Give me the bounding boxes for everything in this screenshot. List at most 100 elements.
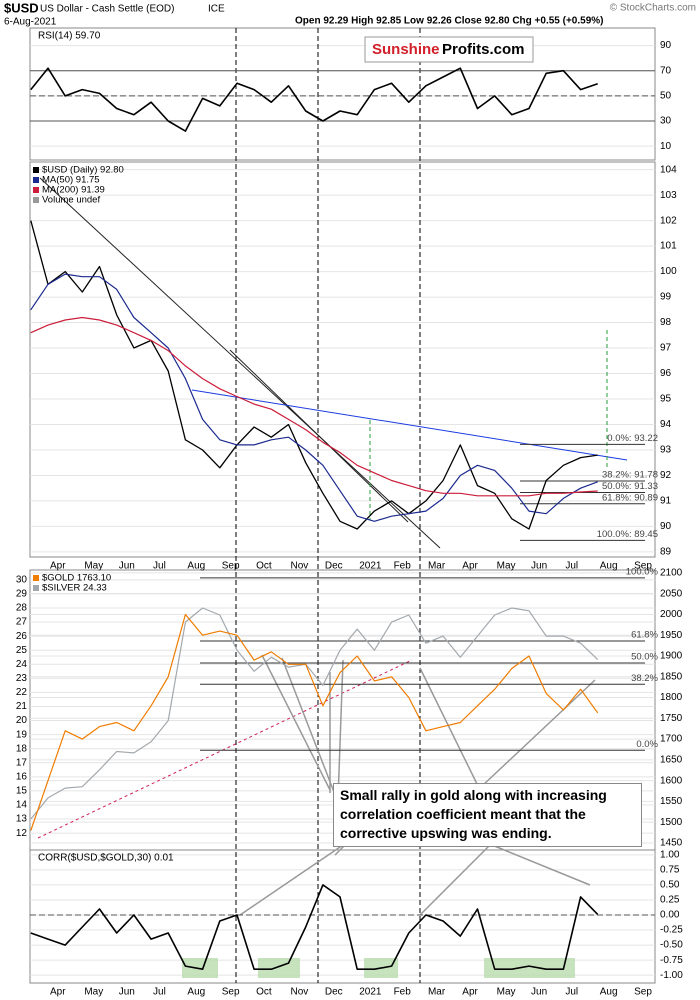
level-label: 50.0%: 91.33	[602, 481, 658, 492]
x-tick-label: Jun	[531, 987, 547, 998]
x-tick-label: Sep	[634, 561, 652, 572]
y-tick-label: 28	[16, 603, 28, 614]
x-tick-label: Oct	[256, 987, 272, 998]
x-tick-label: Mar	[428, 987, 446, 998]
y-tick-label: 1900	[660, 651, 683, 662]
x-tick-label: Jun	[119, 987, 135, 998]
y-tick-label: 22	[16, 687, 28, 698]
y-tick-label: 18	[16, 743, 28, 754]
level-label: 0.0%	[636, 739, 658, 750]
x-tick-label: May	[84, 987, 103, 998]
legend-label: MA(50) 91.75	[42, 175, 100, 186]
x-tick-label: Sep	[634, 987, 652, 998]
y-tick-label: 25	[16, 645, 28, 656]
y-tick-label: 26	[16, 631, 28, 642]
date: 6-Aug-2021	[4, 17, 57, 28]
x-tick-label: Aug	[187, 561, 205, 572]
legend-label: $GOLD 1763.10	[42, 573, 111, 584]
y-tick-label: 94	[660, 419, 672, 430]
x-tick-label: Jul	[565, 987, 578, 998]
level-label: 50.0%	[631, 652, 658, 663]
y-tick-label: 15	[16, 786, 28, 797]
y-tick-label: 102	[660, 215, 677, 226]
quote: Open 92.29 High 92.85 Low 92.26 Close 92…	[295, 16, 603, 27]
x-tick-label: May	[497, 561, 516, 572]
highlight	[258, 958, 300, 978]
x-tick-label: Nov	[291, 561, 309, 572]
y-tick-label: 12	[16, 828, 28, 839]
x-tick-label: Jul	[153, 987, 166, 998]
y-tick-label: 0.25	[660, 895, 680, 906]
y-tick-label: 13	[16, 814, 28, 825]
y-tick-label: 96	[660, 368, 672, 379]
y-tick-label: 90	[660, 521, 672, 532]
annotation: Small rally in gold along with increasin…	[333, 783, 642, 847]
y-tick-label: 97	[660, 343, 672, 354]
y-tick-label: 24	[16, 659, 28, 670]
y-tick-label: 1600	[660, 775, 683, 786]
x-tick-label: Oct	[256, 561, 272, 572]
x-tick-label: 2021	[359, 561, 382, 572]
y-tick-label: 90	[660, 40, 672, 51]
x-tick-label: 2021	[359, 987, 382, 998]
y-tick-label: 1700	[660, 734, 683, 745]
data-line	[30, 613, 599, 831]
legend-label: MA(200) 91.39	[42, 185, 105, 196]
level-label: 38.2%: 91.78	[602, 470, 658, 481]
y-tick-label: 17	[16, 757, 28, 768]
credit: © StockCharts.com	[610, 3, 696, 14]
x-tick-label: Dec	[325, 987, 343, 998]
data-line	[30, 316, 598, 497]
panel	[29, 161, 656, 558]
y-tick-label: 1500	[660, 817, 683, 828]
logo-box	[364, 36, 534, 63]
data-line	[30, 607, 599, 820]
y-tick-label: -0.25	[660, 925, 683, 936]
symbol: $USD	[4, 0, 39, 15]
y-tick-label: 10	[660, 141, 672, 152]
y-tick-label: 16	[16, 771, 28, 782]
callout-arrows	[239, 654, 596, 916]
x-tick-label: Aug	[600, 561, 618, 572]
y-tick-label: 1550	[660, 796, 683, 807]
y-tick-label: 0.00	[660, 910, 680, 921]
x-tick-label: Dec	[325, 561, 343, 572]
y-tick-label: 1750	[660, 713, 683, 724]
instrument-name: US Dollar - Cash Settle (EOD)	[40, 4, 174, 15]
y-tick-label: 1850	[660, 671, 683, 682]
y-tick-label: 103	[660, 190, 677, 201]
y-tick-label: 91	[660, 496, 672, 507]
x-tick-label: Apr	[50, 987, 66, 998]
exchange: ICE	[208, 4, 225, 15]
x-tick-label: Jun	[119, 561, 135, 572]
y-tick-label: 50	[660, 91, 672, 102]
legend-label: $USD (Daily) 92.80	[42, 165, 124, 176]
y-tick-label: 1950	[660, 630, 683, 641]
y-tick-label: 89	[660, 547, 672, 558]
y-tick-label: 20	[16, 715, 28, 726]
x-tick-label: Jun	[531, 561, 547, 572]
legend-swatch	[33, 197, 39, 203]
x-tick-label: Apr	[462, 987, 478, 998]
y-tick-label: 92	[660, 470, 672, 481]
y-tick-label: 1.00	[660, 849, 680, 860]
level-label: 100.0%	[626, 566, 659, 577]
y-tick-label: 1800	[660, 692, 683, 703]
level-label: 38.2%	[631, 673, 658, 684]
panel	[29, 27, 656, 161]
trendline	[191, 389, 628, 461]
y-tick-label: -0.75	[660, 955, 683, 966]
trendline	[39, 177, 441, 549]
y-tick-label: 0.50	[660, 880, 680, 891]
logo-left: Sunshine	[372, 41, 440, 58]
x-tick-label: Apr	[462, 561, 478, 572]
y-tick-label: 21	[16, 701, 28, 712]
y-tick-label: 100	[660, 266, 677, 277]
legend-swatch	[33, 167, 39, 173]
y-tick-label: 19	[16, 729, 28, 740]
y-tick-label: 93	[660, 445, 672, 456]
y-tick-label: 27	[16, 617, 28, 628]
panel-title: RSI(14) 59.70	[38, 31, 101, 42]
